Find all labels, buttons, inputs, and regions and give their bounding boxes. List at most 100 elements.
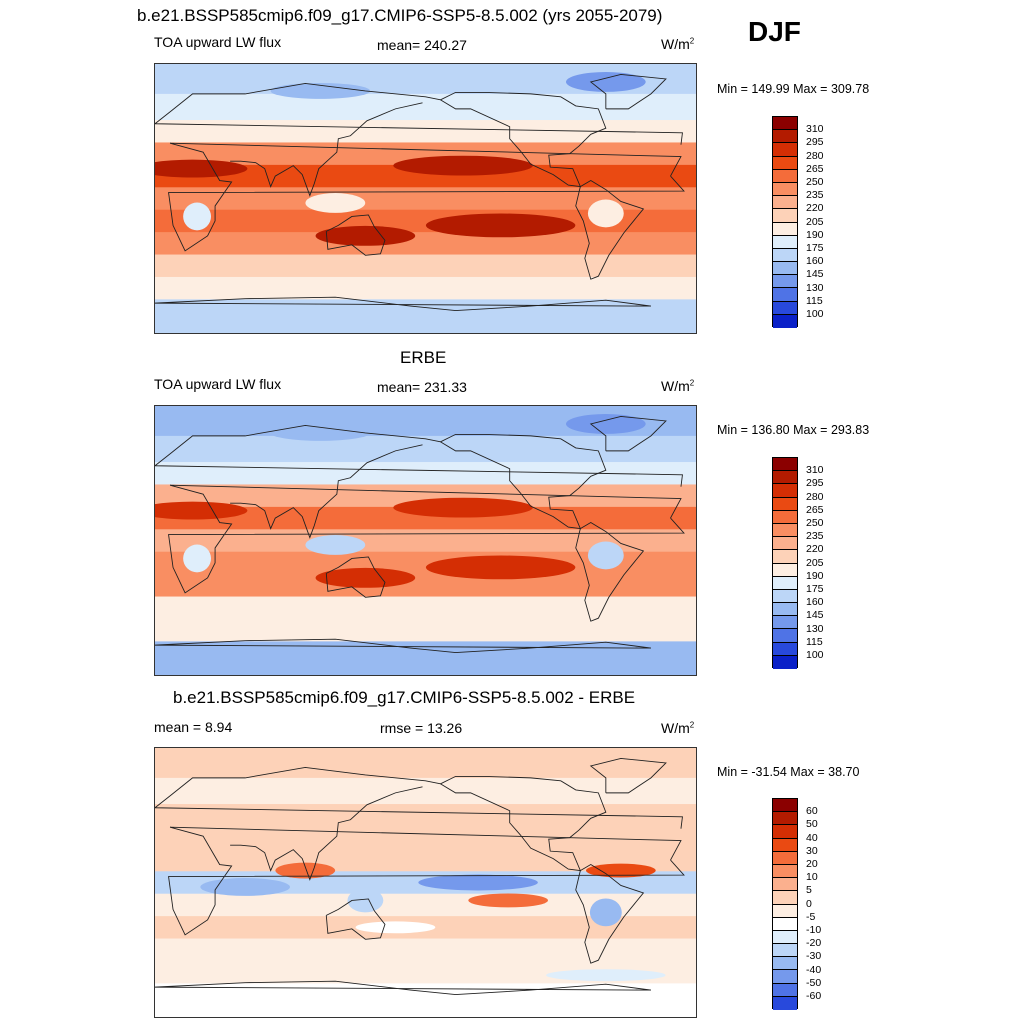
colorbar-tick-label: -5 [806,911,815,923]
flux-maximum [393,156,532,176]
colorbar-tick-label: 235 [806,189,824,201]
bias-negative [546,969,666,981]
colorbar-tick-label: 160 [806,596,824,608]
colorbar-segment [773,891,797,904]
colorbar-segment [773,524,797,537]
panel-left-label: TOA upward LW flux [154,34,281,50]
zonal-band [155,939,696,962]
colorbar-segment [773,970,797,983]
zonal-band [155,619,696,642]
panel-units: W/m2 [661,378,694,394]
panel-units: W/m2 [661,720,694,736]
zonal-band [155,574,696,597]
colorbar-segment [773,484,797,497]
colorbar-segment [773,511,797,524]
bias-negative [418,875,538,891]
colorbar-tick-label: 50 [806,818,818,830]
zonal-band [155,436,696,463]
flux-maximum [393,498,532,518]
colorbar-segment [773,223,797,236]
colorbar-segment [773,302,797,315]
flux-minimum [183,545,211,573]
colorbar-tick-label: 220 [806,543,824,555]
colorbar-segment [773,905,797,918]
colorbar-segment [773,315,797,328]
colorbar-tick-label: 0 [806,898,812,910]
colorbar-tick-label: 100 [806,649,824,661]
colorbar-segment [773,825,797,838]
map-model [154,63,697,334]
colorbar-tick-label: 5 [806,884,812,896]
colorbar-box [772,116,798,327]
colorbar-segment [773,130,797,143]
colorbar-segment [773,236,797,249]
colorbar-tick-label: 40 [806,832,818,844]
colorbar-tick-label: 235 [806,530,824,542]
colorbar-segment [773,984,797,997]
colorbar-segment [773,656,797,669]
flux-minimum [588,200,624,228]
colorbar-tick-label: 115 [806,295,823,307]
minmax-label: Min = 136.80 Max = 293.83 [717,423,869,437]
panel-rmse-label: rmse = 13.26 [380,720,462,736]
colorbar-segment [773,852,797,865]
flux-minimum [566,414,646,434]
flux-minimum [183,203,211,231]
colorbar-segment [773,157,797,170]
zonal-band [155,277,696,300]
colorbar-segment [773,643,797,656]
colorbar-segment [773,564,797,577]
colorbar-segment [773,288,797,301]
colorbar-tick-label: 130 [806,282,824,294]
flux-minimum [588,542,624,570]
zonal-band [155,597,696,620]
colorbar-tick-label: 10 [806,871,818,883]
zonal-band [155,255,696,278]
colorbar-tick-label: 265 [806,504,824,516]
colorbar-segment [773,183,797,196]
colorbar-tick-label: -30 [806,950,821,962]
zonal-band [155,94,696,121]
colorbar-tick-label: 280 [806,491,824,503]
colorbar-segment [773,143,797,156]
bias-negative [200,878,290,896]
colorbar-segment [773,839,797,852]
colorbar-segment [773,170,797,183]
colorbar-tick-label: 30 [806,845,818,857]
colorbar-tick-label: 220 [806,202,824,214]
colorbar-segment [773,577,797,590]
colorbar-tick-label: 310 [806,464,824,476]
colorbar-tick-label: -60 [806,990,821,1002]
colorbar-tick-label: 20 [806,858,818,870]
colorbar-segment [773,498,797,511]
colorbar-segment [773,799,797,812]
colorbar-tick-label: 115 [806,636,823,648]
colorbar-tick-label: 295 [806,477,824,489]
colorbar-segment [773,249,797,262]
colorbar-segment [773,957,797,970]
colorbar-tick-label: 250 [806,517,824,529]
colorbar-segment [773,812,797,825]
bias-negative [590,898,622,926]
colorbar-tick-label: 60 [806,805,818,817]
colorbar-tick-label: 265 [806,163,824,175]
season-label: DJF [748,16,801,48]
colorbar-segment [773,209,797,222]
figure-title: b.e21.BSSP585cmip6.f09_g17.CMIP6-SSP5-8.… [137,6,662,26]
panel-title: b.e21.BSSP585cmip6.f09_g17.CMIP6-SSP5-8.… [173,688,635,708]
colorbar-tick-label: 310 [806,123,824,135]
map-obs [154,405,697,676]
colorbar-segment [773,590,797,603]
colorbar-segment [773,918,797,931]
colorbar-tick-label: 190 [806,229,824,241]
colorbar-segment [773,603,797,616]
panel-mean-label: mean= 231.33 [377,379,467,395]
colorbar-segment [773,275,797,288]
colorbar-tick-label: 160 [806,255,824,267]
colorbar-tick-label: 130 [806,623,824,635]
panel-title: ERBE [400,348,446,368]
colorbar-segment [773,931,797,944]
colorbar-tick-label: 175 [806,583,824,595]
colorbar-segment [773,471,797,484]
colorbar-tick-label: -40 [806,964,821,976]
